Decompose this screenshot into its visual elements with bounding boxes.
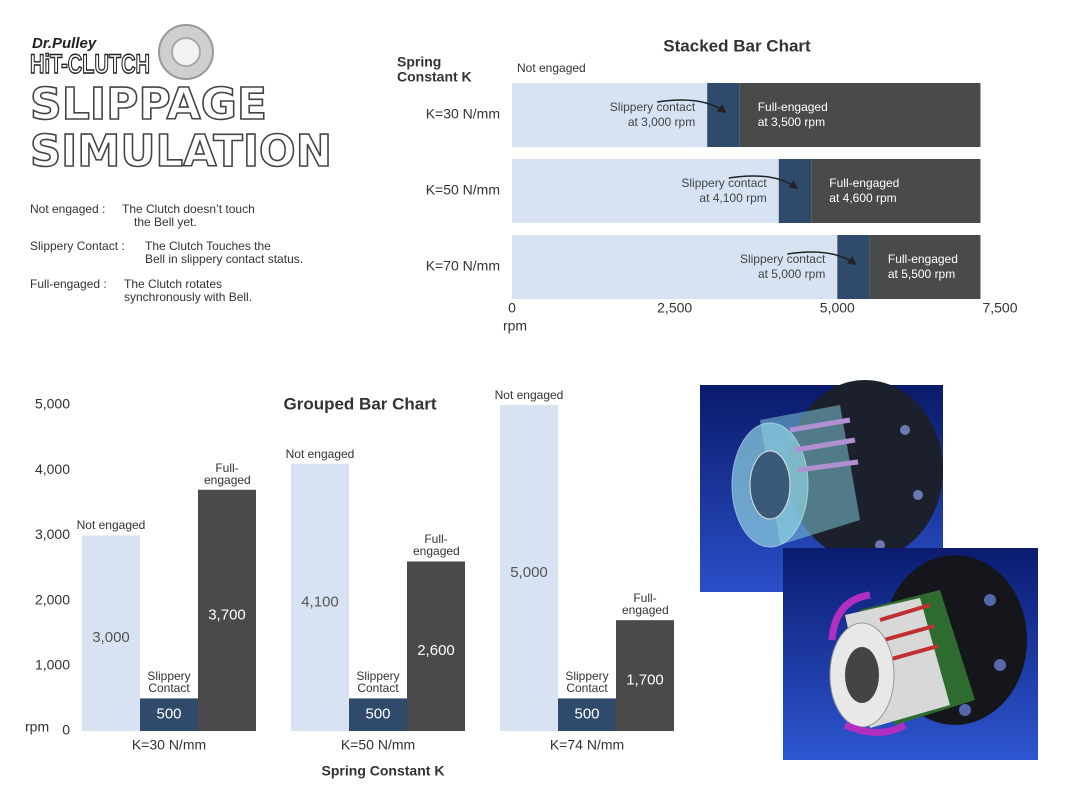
y-axis-title: Constant K [397,69,472,85]
y-tick-label: 5,000 [35,396,70,412]
annotation-arrow [657,99,727,114]
value-label: 500 [574,706,599,723]
x-tick-label: 7,500 [982,300,1017,316]
bar-name: Full-engaged [622,591,669,618]
annotation: Slippery contact [681,176,767,190]
annotation: at 5,000 rpm [758,267,825,281]
bar [616,620,674,731]
y-tick-label: K=70 N/mm [426,258,500,274]
bar-name: Slippery Contact [565,669,609,696]
annotation: at 4,100 rpm [699,191,766,205]
value-label: 4,100 [301,593,339,610]
page-title: SIMULATION [30,126,332,177]
x-tick-label: 0 [508,300,516,316]
definition-term: Full-engaged : [30,277,107,291]
definition-text: synchronously with Bell. [124,290,252,304]
bar [82,535,140,731]
bar-segment [512,159,779,223]
bar [558,698,616,731]
bar-segment [811,159,981,223]
annotation-arrow [728,175,799,190]
series-label: Not engaged [517,61,586,75]
value-label: 500 [365,706,390,723]
x-axis-title: Spring Constant K [322,763,445,779]
annotation: Full-engaged [829,176,899,190]
chart-title: Stacked Bar Chart [663,36,811,55]
bar-name: Not engaged [285,446,355,461]
y-tick-label: 2,000 [35,591,70,607]
definition-term: Not engaged : [30,202,105,216]
y-axis-title: Spring [397,54,441,70]
annotation: Slippery contact [740,252,826,266]
logo-product: HiT-CLUTCH [30,49,150,79]
bar [140,698,198,731]
y-tick-label: 1,000 [35,657,70,673]
annotation: Full-engaged [758,100,828,114]
bar [291,463,349,731]
y-tick-label: K=50 N/mm [426,182,500,198]
bar-segment [837,235,870,299]
annotation: at 5,500 rpm [888,267,955,281]
bar-segment [778,159,812,223]
x-tick-label: K=30 N/mm [132,737,206,753]
definition-text: Bell in slippery contact status. [145,252,303,266]
annotation: at 4,600 rpm [829,191,896,205]
bar [500,405,558,731]
chart-title: Grouped Bar Chart [283,394,436,413]
y-tick-label: K=30 N/mm [426,106,500,122]
bar [407,561,465,731]
y-tick-label: 0 [62,722,70,738]
definition-text: The Clutch Touches the [145,239,271,253]
bar-name: Full-engaged [204,460,251,487]
bar-segment [512,83,708,147]
definition-term: Slippery Contact : [30,239,125,253]
value-label: 3,700 [208,606,246,623]
value-label: 1,700 [626,672,664,689]
bar [349,698,407,731]
x-tick-label: K=74 N/mm [550,737,624,753]
logo: Dr.Pulley HiT-CLUTCH [29,24,214,80]
bar-name: Slippery Contact [147,669,191,696]
x-axis-title: rpm [503,318,527,334]
page-title: SLIPPAGE [30,79,267,130]
x-tick-label: 2,500 [657,300,692,316]
bar-segment [869,235,981,299]
logo-brand: Dr.Pulley [32,35,97,52]
y-tick-label: 3,000 [35,526,70,542]
bar-segment [512,235,838,299]
value-label: 500 [156,706,181,723]
x-tick-label: K=50 N/mm [341,737,415,753]
annotation: Full-engaged [888,252,958,266]
definition-text: The Clutch rotates [124,277,222,291]
bar [198,489,256,731]
render-image [700,380,943,592]
bar-segment [739,83,981,147]
bar-name: Full-engaged [413,532,460,559]
bar-name: Not engaged [76,518,146,533]
x-tick-label: 5,000 [820,300,855,316]
annotation: at 3,500 rpm [758,115,825,129]
definition-text: The Clutch doesn’t touch [122,202,255,216]
render-image [783,548,1038,760]
bar-name: Not engaged [494,388,564,402]
value-label: 3,000 [92,629,130,646]
definition-text: the Bell yet. [134,215,197,229]
bar-name: Slippery Contact [356,669,400,696]
y-axis-title: rpm [25,719,49,735]
bar-segment [707,83,740,147]
annotation: at 3,000 rpm [628,115,695,129]
annotation: Slippery contact [610,100,696,114]
value-label: 2,600 [417,642,455,659]
annotation-arrow [787,251,857,266]
value-label: 5,000 [510,564,548,581]
y-tick-label: 4,000 [35,461,70,477]
